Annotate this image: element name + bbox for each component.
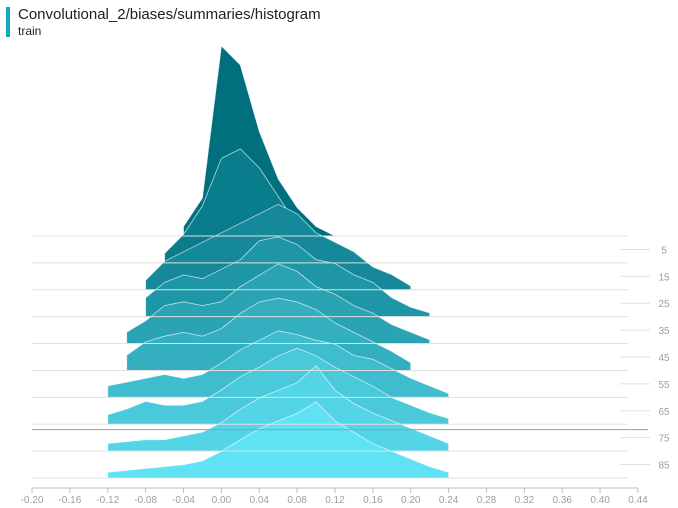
y-tick-label: 55 xyxy=(658,380,670,391)
x-tick-label: -0.04 xyxy=(172,495,195,506)
x-tick-label: 0.44 xyxy=(628,495,648,506)
x-tick-label: -0.12 xyxy=(96,495,119,506)
histogram-series-step-90 xyxy=(107,401,450,479)
y-tick-label: 75 xyxy=(658,434,670,445)
x-tick-label: 0.36 xyxy=(553,495,573,506)
x-axis: -0.20 -0.16 -0.12 -0.08 -0.04 0.00 0.04 0.08 0.1… xyxy=(21,487,648,506)
y-tick-label: 65 xyxy=(658,407,670,418)
x-tick-label: 0.16 xyxy=(363,495,383,506)
x-tick-label: -0.08 xyxy=(134,495,157,506)
x-tick-label: -0.20 xyxy=(21,495,44,506)
chart-title: Convolutional_2/biases/summaries/histogr… xyxy=(18,6,321,23)
x-tick-label: 0.08 xyxy=(287,495,307,506)
x-tick-label: 0.28 xyxy=(477,495,497,506)
y-tick-label: 5 xyxy=(661,245,667,256)
run-color-swatch xyxy=(6,7,10,37)
y-tick-label: 35 xyxy=(658,326,670,337)
y-tick-label: 15 xyxy=(658,272,670,283)
step-lines xyxy=(32,235,648,479)
y-tick-label: 25 xyxy=(658,299,670,310)
x-tick-label: 0.00 xyxy=(212,495,232,506)
x-tick-label: -0.16 xyxy=(58,495,81,506)
series-layer xyxy=(107,45,450,479)
y-axis: 5 15 25 35 45 55 65 75 85 xyxy=(620,245,670,472)
x-tick-label: 0.12 xyxy=(325,495,345,506)
x-tick-label: 0.04 xyxy=(250,495,270,506)
y-tick-label: 45 xyxy=(658,353,670,364)
x-tick-label: 0.24 xyxy=(439,495,459,506)
histogram-series-step-70 xyxy=(107,347,450,425)
x-tick-label: 0.40 xyxy=(590,495,610,506)
x-tick-label: 0.20 xyxy=(401,495,421,506)
run-label: train xyxy=(18,24,42,38)
y-tick-label: 85 xyxy=(658,461,670,472)
x-tick-label: 0.32 xyxy=(515,495,535,506)
